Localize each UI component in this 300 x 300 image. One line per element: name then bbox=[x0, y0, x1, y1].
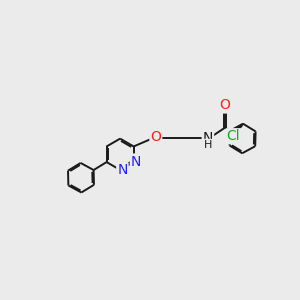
Text: Cl: Cl bbox=[226, 129, 240, 143]
Text: N: N bbox=[203, 131, 213, 145]
Text: N: N bbox=[117, 164, 128, 178]
Text: H: H bbox=[204, 140, 212, 150]
Text: O: O bbox=[150, 130, 161, 144]
Text: N: N bbox=[131, 154, 141, 169]
Text: O: O bbox=[220, 98, 230, 112]
